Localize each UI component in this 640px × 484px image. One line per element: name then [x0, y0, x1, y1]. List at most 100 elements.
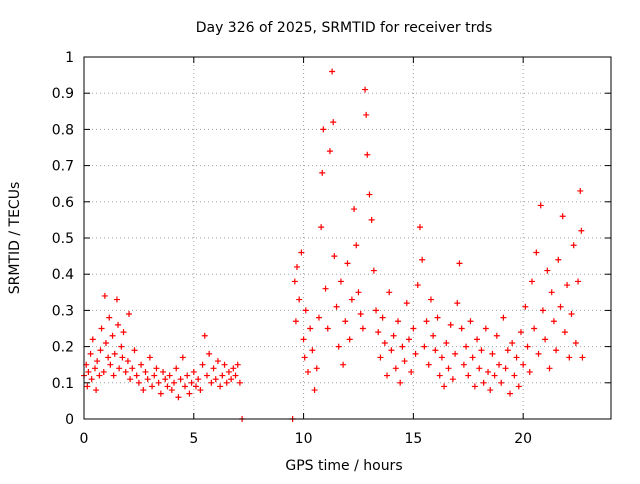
data-point	[533, 249, 540, 256]
data-point	[155, 379, 162, 386]
data-point	[482, 325, 489, 332]
data-point	[491, 372, 498, 379]
data-point	[149, 383, 156, 390]
data-point	[94, 358, 101, 365]
data-point	[399, 343, 406, 350]
x-tick-label: 0	[80, 431, 89, 447]
data-point	[506, 390, 513, 397]
data-point	[335, 343, 342, 350]
data-point	[206, 350, 213, 357]
data-point	[572, 339, 579, 346]
data-point	[579, 354, 586, 361]
y-tick-label: 0.6	[52, 195, 74, 211]
data-point	[214, 358, 221, 365]
data-point	[309, 347, 316, 354]
data-point	[544, 267, 551, 274]
data-point	[526, 368, 533, 375]
y-tick-label: 0.9	[52, 86, 74, 102]
data-point	[199, 361, 206, 368]
points-layer	[81, 68, 586, 422]
data-point	[463, 343, 470, 350]
data-point	[232, 372, 239, 379]
data-point	[555, 256, 562, 263]
data-point	[539, 307, 546, 314]
data-point	[236, 379, 243, 386]
data-point	[230, 365, 237, 372]
data-point	[101, 292, 108, 299]
x-tick-label: 15	[404, 431, 422, 447]
data-point	[234, 361, 241, 368]
data-point	[500, 314, 507, 321]
data-point	[577, 187, 584, 194]
data-point	[353, 242, 360, 249]
data-point	[102, 339, 109, 346]
data-point	[144, 376, 151, 383]
data-point	[97, 347, 104, 354]
data-point	[509, 339, 516, 346]
data-point	[330, 119, 337, 126]
data-point	[515, 383, 522, 390]
data-point	[166, 372, 173, 379]
data-point	[559, 213, 566, 220]
data-point	[85, 368, 92, 375]
data-point	[531, 325, 538, 332]
data-point	[318, 224, 325, 231]
data-point	[412, 350, 419, 357]
data-point	[109, 332, 116, 339]
data-point	[333, 303, 340, 310]
data-point	[322, 285, 329, 292]
data-point	[377, 354, 384, 361]
data-point	[423, 318, 430, 325]
data-point	[522, 303, 529, 310]
y-tick-label: 0.1	[52, 376, 74, 392]
data-point	[195, 376, 202, 383]
data-point	[478, 347, 485, 354]
data-point	[362, 86, 369, 93]
data-point	[511, 372, 518, 379]
data-point	[524, 343, 531, 350]
data-point	[331, 253, 338, 260]
data-point	[168, 387, 175, 394]
data-point	[474, 336, 481, 343]
data-point	[292, 318, 299, 325]
data-point	[135, 379, 142, 386]
data-point	[414, 282, 421, 289]
data-point	[129, 365, 136, 372]
ticks-layer: 00.10.20.30.40.50.60.70.80.910 5 10 15 20	[52, 50, 611, 447]
data-point	[324, 325, 331, 332]
y-tick-label: 0.3	[52, 303, 74, 319]
data-point	[410, 325, 417, 332]
y-tick-label: 0	[65, 412, 74, 428]
x-tick-label: 10	[295, 431, 313, 447]
data-point	[87, 350, 94, 357]
data-point	[153, 365, 160, 372]
data-point	[386, 289, 393, 296]
data-point	[553, 347, 560, 354]
data-point	[210, 365, 217, 372]
data-point	[122, 368, 129, 375]
data-point	[480, 379, 487, 386]
data-point	[430, 332, 437, 339]
data-point	[390, 332, 397, 339]
data-point	[320, 126, 327, 133]
data-point	[307, 325, 314, 332]
data-point	[171, 379, 178, 386]
data-point	[359, 325, 366, 332]
data-point	[458, 325, 465, 332]
x-tick-label: 20	[514, 431, 532, 447]
data-point	[89, 336, 96, 343]
data-point	[432, 347, 439, 354]
data-point	[550, 318, 557, 325]
data-point	[397, 379, 404, 386]
y-tick-label: 1	[65, 50, 74, 66]
data-point	[344, 260, 351, 267]
data-point	[291, 278, 298, 285]
y-tick-label: 0.5	[52, 231, 74, 247]
data-point	[106, 314, 113, 321]
data-point	[557, 303, 564, 310]
data-point	[578, 227, 585, 234]
data-point	[119, 354, 126, 361]
data-point	[408, 368, 415, 375]
data-point	[300, 336, 307, 343]
